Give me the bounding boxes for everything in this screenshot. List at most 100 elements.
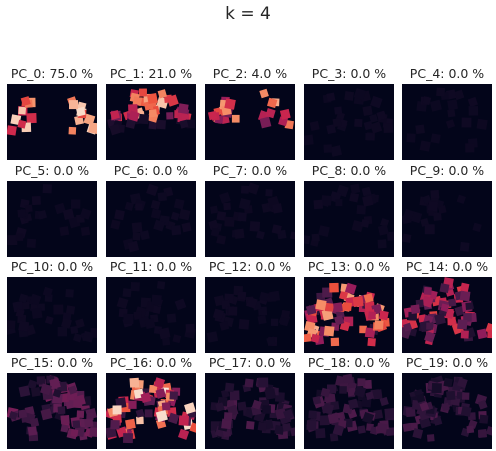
sensor-cell [323, 325, 335, 337]
sensor-cell [339, 386, 347, 394]
sensor-cell [127, 240, 140, 253]
sensor-cell [426, 434, 435, 442]
sensor-cell [272, 203, 283, 214]
sensor-cell [427, 200, 439, 212]
sensor-cell [259, 88, 269, 99]
sensor-cell [150, 199, 161, 210]
sensor-cell [309, 120, 320, 131]
sensor-cell [136, 416, 144, 425]
sensor-cell [343, 316, 354, 327]
sensor-cell [131, 222, 143, 233]
panel-title: PC_10: 0.0 % [10, 259, 94, 274]
sensor-cell [386, 231, 394, 241]
sensor-cell [434, 313, 446, 326]
panel-pc-14: PC_14: 0.0 % [402, 259, 492, 353]
panel-title: PC_18: 0.0 % [307, 355, 391, 370]
sensor-cell [146, 183, 159, 197]
sensor-cell [116, 297, 129, 309]
topomap-image [106, 373, 196, 449]
sensor-cell [174, 298, 187, 311]
sensor-cell [44, 315, 54, 325]
sensor-cell [424, 224, 435, 235]
sensor-cell [437, 205, 447, 214]
sensor-cell [320, 387, 331, 398]
sensor-cell [109, 123, 121, 136]
sensor-cell [229, 390, 240, 401]
sensor-cell [158, 327, 171, 340]
sensor-cell [269, 290, 281, 302]
sensor-cell [150, 208, 162, 220]
topomap-image [7, 181, 97, 257]
sensor-cell [465, 302, 473, 310]
sensor-cell [7, 320, 16, 330]
panel-pc-12: PC_12: 0.0 % [205, 259, 295, 353]
sensor-cell [403, 322, 413, 332]
topomap-image [205, 84, 295, 160]
sensor-cell [209, 205, 219, 214]
panel-title: PC_15: 0.0 % [10, 355, 94, 370]
sensor-cell [322, 402, 335, 415]
sensor-cell [441, 402, 450, 412]
sensor-cell [350, 183, 361, 194]
sensor-cell [329, 282, 339, 293]
sensor-cell [361, 186, 372, 197]
sensor-cell [419, 140, 431, 152]
panel-title: PC_7: 0.0 % [212, 163, 288, 178]
sensor-cell [372, 389, 383, 400]
sensor-cell [280, 309, 291, 320]
sensor-cell [18, 320, 30, 332]
sensor-cell [186, 119, 196, 129]
panel-pc-17: PC_17: 0.0 % [205, 355, 295, 449]
sensor-cell [347, 387, 357, 397]
sensor-cell [282, 423, 292, 432]
sensor-cell [251, 399, 262, 410]
sensor-cell [259, 291, 269, 302]
sensor-cell [380, 218, 390, 228]
sensor-cell [132, 232, 141, 241]
sensor-cell [439, 283, 450, 294]
sensor-cell [83, 113, 96, 126]
sensor-cell [344, 282, 357, 295]
sensor-cell [76, 410, 85, 418]
sensor-cell [42, 286, 53, 298]
sensor-cell [237, 401, 247, 411]
topomap-image [106, 84, 196, 160]
sensor-cell [468, 106, 479, 116]
sensor-cell [57, 406, 66, 415]
sensor-cell [487, 330, 492, 339]
sensor-cell [446, 390, 456, 401]
sensor-cell [122, 288, 132, 298]
panel-pc-18: PC_18: 0.0 % [304, 355, 394, 449]
sensor-cell [364, 327, 376, 339]
sensor-cell [334, 106, 343, 115]
sensor-cell [262, 405, 271, 414]
sensor-cell [443, 377, 453, 388]
sensor-cell [17, 209, 26, 218]
sensor-cell [7, 125, 17, 136]
sensor-cell [362, 411, 375, 424]
sensor-cell [30, 386, 41, 397]
sensor-cell [10, 114, 22, 126]
sensor-cell [459, 241, 470, 252]
sensor-cell [80, 226, 91, 236]
sensor-cell [181, 222, 192, 233]
sensor-cell [385, 427, 394, 437]
sensor-cell [133, 311, 143, 320]
topomap-image [304, 84, 394, 160]
topomap-image [304, 277, 394, 353]
sensor-cell [472, 222, 482, 233]
sensor-cell [40, 408, 53, 421]
sensor-cell [436, 87, 446, 97]
sensor-cell [84, 418, 94, 428]
panel-pc-6: PC_6: 0.0 % [106, 163, 196, 257]
sensor-cell [424, 331, 436, 343]
sensor-cell [156, 280, 166, 290]
sensor-cell [467, 96, 479, 108]
sensor-cell [54, 202, 66, 215]
sensor-cell [433, 212, 442, 221]
panel-pc-13: PC_13: 0.0 % [304, 259, 394, 353]
sensor-cell [459, 290, 471, 302]
sensor-cell [219, 320, 230, 331]
panel-pc-4: PC_4: 0.0 % [402, 66, 492, 160]
figure-suptitle: k = 4 [225, 4, 271, 24]
